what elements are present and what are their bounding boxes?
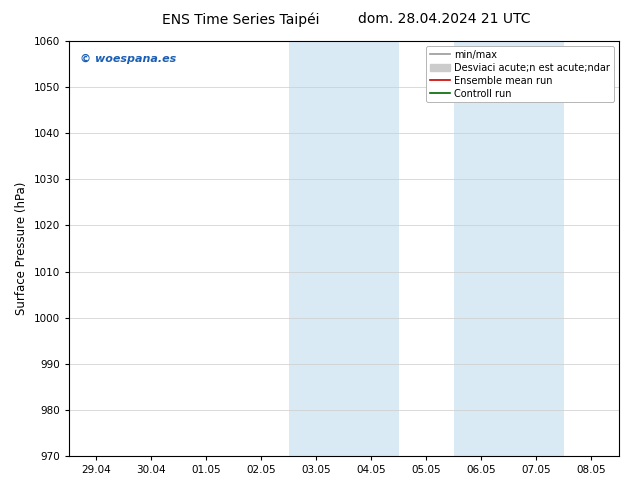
Text: dom. 28.04.2024 21 UTC: dom. 28.04.2024 21 UTC	[358, 12, 530, 26]
Text: ENS Time Series Taipéi: ENS Time Series Taipéi	[162, 12, 320, 27]
Legend: min/max, Desviaci acute;n est acute;ndar, Ensemble mean run, Controll run: min/max, Desviaci acute;n est acute;ndar…	[426, 46, 614, 102]
Bar	[289, 41, 399, 456]
Y-axis label: Surface Pressure (hPa): Surface Pressure (hPa)	[15, 182, 28, 315]
Text: © woespana.es: © woespana.es	[80, 53, 176, 64]
Bar	[454, 41, 564, 456]
